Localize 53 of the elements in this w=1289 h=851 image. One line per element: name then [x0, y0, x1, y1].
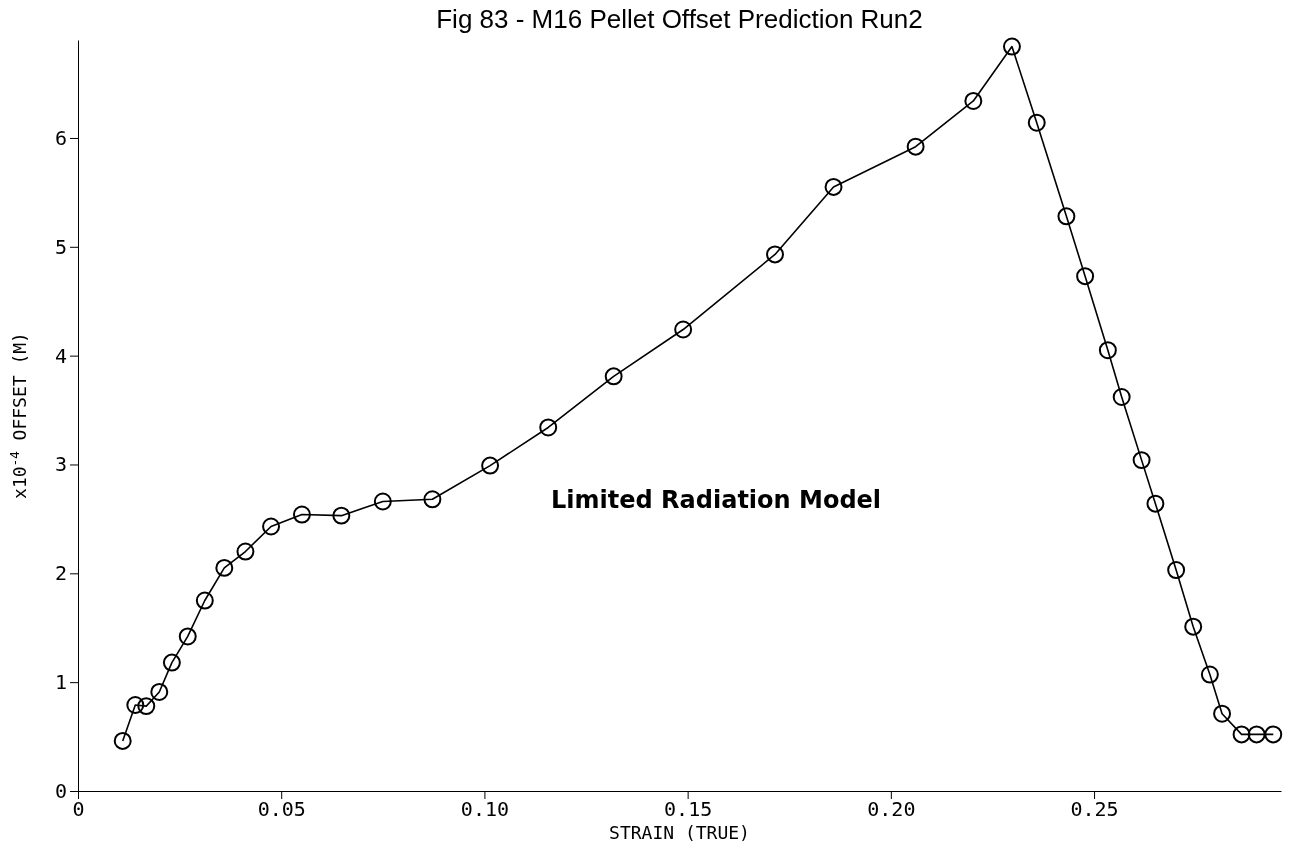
point [1076, 267, 1095, 286]
point [824, 177, 843, 196]
point [262, 517, 281, 536]
x-axis-title: STRAIN (TRUE) [609, 822, 750, 843]
point [1200, 665, 1219, 684]
point [423, 490, 442, 509]
point [1057, 207, 1076, 226]
y-tick-label: 5 [54, 234, 67, 259]
point [162, 653, 181, 672]
point [1247, 725, 1266, 744]
point [236, 542, 255, 561]
point [1098, 341, 1117, 360]
point [150, 682, 169, 701]
y-tick-label: 1 [54, 670, 67, 695]
point [674, 320, 693, 339]
point [195, 591, 214, 610]
point [1112, 388, 1131, 406]
point [604, 367, 623, 386]
point [126, 696, 145, 714]
point [481, 456, 500, 475]
point [178, 627, 197, 646]
chart-title: Fig 83 - M16 Pellet Offset Prediction Run2 [436, 4, 923, 34]
point [1167, 561, 1186, 580]
x-tick-label: 0.25 [1070, 797, 1119, 822]
point [539, 418, 558, 437]
point [1146, 494, 1165, 513]
point [1184, 617, 1203, 636]
x-tick-label: 0.20 [867, 797, 916, 822]
point [137, 697, 156, 716]
x-tick-label: 0.05 [257, 797, 306, 822]
point [332, 506, 351, 525]
point [906, 137, 925, 156]
y-tick-label: 4 [54, 343, 67, 368]
point [1132, 451, 1151, 470]
point [215, 558, 234, 577]
x-tick-label: 0.10 [460, 797, 509, 822]
annotation: Limited Radiation Model [551, 486, 882, 515]
y-tick-label: 2 [54, 561, 67, 586]
point [1027, 113, 1046, 132]
x-tick-label: 0.15 [664, 797, 713, 822]
point [113, 731, 132, 750]
y-tick-label: 0 [54, 778, 67, 803]
y-tick-label: 6 [54, 125, 67, 150]
point [766, 245, 784, 264]
x-tick-label: 0 [72, 797, 85, 822]
point [1213, 704, 1232, 723]
y-tick-label: 3 [54, 452, 67, 477]
point [292, 505, 311, 524]
point [1002, 37, 1021, 56]
point [373, 492, 392, 511]
point [1264, 725, 1283, 744]
point [964, 91, 983, 110]
point [1232, 725, 1251, 744]
